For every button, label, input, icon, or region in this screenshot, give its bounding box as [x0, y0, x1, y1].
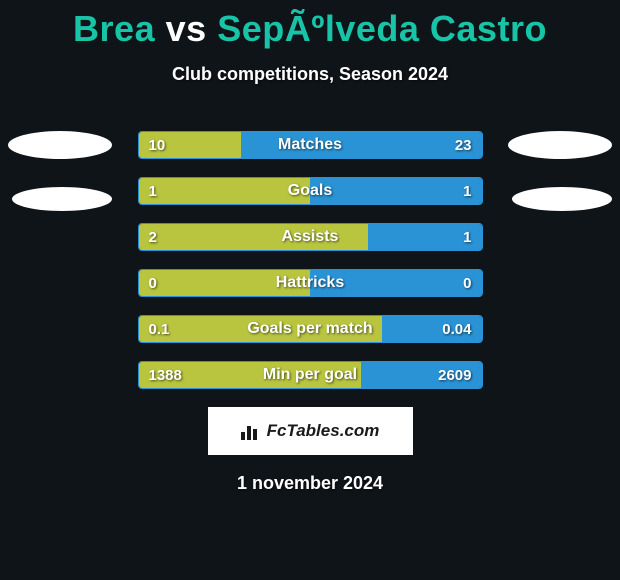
stat-label: Goals per match — [139, 316, 482, 342]
stats-area: Matches1023Goals11Assists21Hattricks00Go… — [0, 131, 620, 389]
stat-value-right: 0 — [463, 270, 471, 296]
team-badge-left — [12, 187, 112, 211]
bars-icon — [241, 422, 261, 440]
stat-label: Goals — [139, 178, 482, 204]
stat-row: Matches10 23 — [138, 131, 483, 159]
subtitle: Club competitions, Season 2024 — [0, 64, 620, 85]
date-label: 1 november 2024 — [0, 473, 620, 494]
stat-value-left: 1388 — [149, 362, 182, 388]
logo-box: FcTables.com — [208, 407, 413, 455]
stat-value-left: 10 — [149, 132, 166, 158]
stat-row: Goals per match0.1 0.04 — [138, 315, 483, 343]
comparison-card: Brea vs SepÃºlveda Castro Club competiti… — [0, 0, 620, 494]
title-player2: SepÃºlveda Castro — [217, 8, 547, 49]
avatar-column-left — [8, 131, 112, 211]
stat-label: Assists — [139, 224, 482, 250]
page-title: Brea vs SepÃºlveda Castro — [0, 0, 620, 50]
stat-value-right: 2609 — [438, 362, 471, 388]
stat-row: Hattricks0 0 — [138, 269, 483, 297]
stat-value-left: 0.1 — [149, 316, 170, 342]
logo-text: FcTables.com — [267, 421, 380, 441]
player-avatar-right — [508, 131, 612, 159]
stat-value-right: 1 — [463, 178, 471, 204]
title-vs: vs — [166, 8, 207, 49]
stat-value-right: 23 — [455, 132, 472, 158]
stat-row: Goals1 1 — [138, 177, 483, 205]
team-badge-right — [512, 187, 612, 211]
stat-value-right: 1 — [463, 224, 471, 250]
stat-value-left: 1 — [149, 178, 157, 204]
stat-value-right: 0.04 — [442, 316, 471, 342]
title-player1: Brea — [73, 8, 155, 49]
stat-label: Hattricks — [139, 270, 482, 296]
stat-label: Min per goal — [139, 362, 482, 388]
avatar-column-right — [508, 131, 612, 211]
stat-row: Min per goal1388 2609 — [138, 361, 483, 389]
stat-label: Matches — [139, 132, 482, 158]
stat-row: Assists2 1 — [138, 223, 483, 251]
stat-value-left: 2 — [149, 224, 157, 250]
stat-value-left: 0 — [149, 270, 157, 296]
player-avatar-left — [8, 131, 112, 159]
stat-bars: Matches1023Goals11Assists21Hattricks00Go… — [138, 131, 483, 389]
